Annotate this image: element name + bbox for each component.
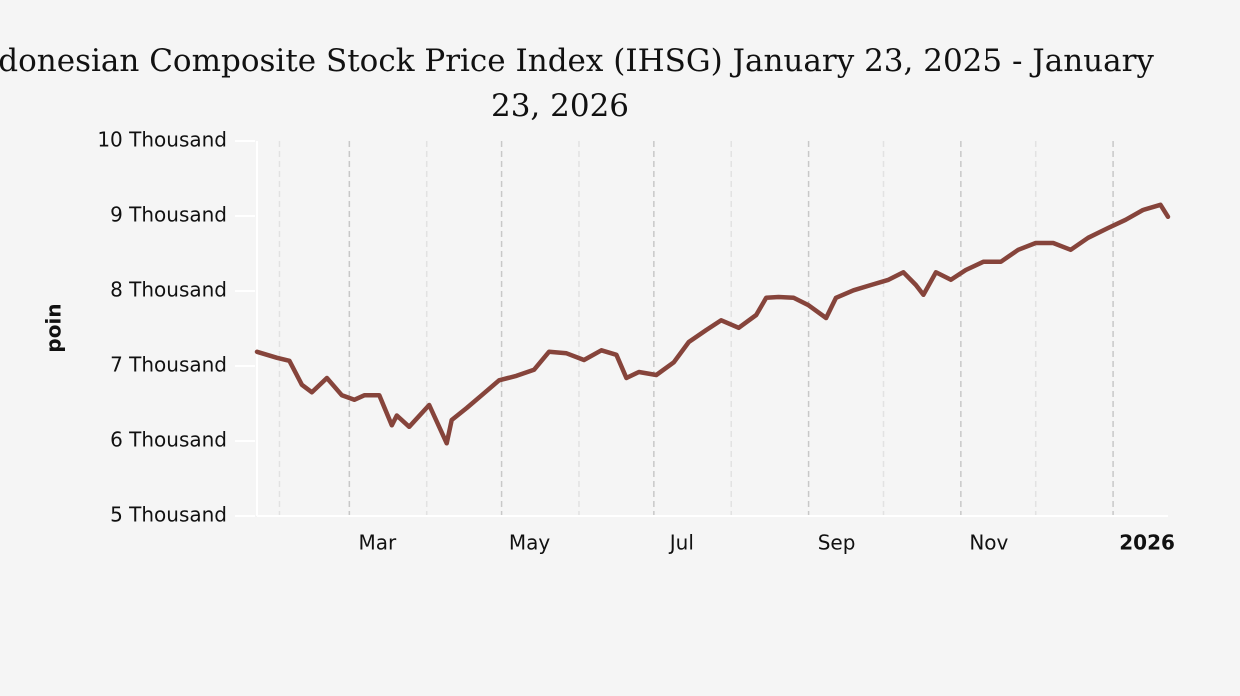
y-tick-label: 6 Thousand	[110, 428, 227, 452]
chart-title: Indonesian Composite Stock Price Index (…	[0, 43, 1154, 124]
y-axis-label: poin	[42, 303, 66, 352]
y-tick-label: 5 Thousand	[110, 503, 227, 527]
x-tick-label: May	[509, 531, 551, 555]
y-tick-label: 7 Thousand	[110, 353, 227, 377]
line-series	[254, 202, 1171, 446]
x-tick-label: Sep	[818, 531, 856, 555]
y-tick-label: 8 Thousand	[110, 278, 227, 302]
x-tick-label: Jul	[668, 531, 694, 555]
x-tick-label: Mar	[358, 531, 397, 555]
y-tick-label: 9 Thousand	[110, 203, 227, 227]
x-tick-label: 2026	[1119, 531, 1175, 555]
y-tick-label: 10 Thousand	[97, 128, 227, 152]
x-tick-label: Nov	[969, 531, 1008, 555]
